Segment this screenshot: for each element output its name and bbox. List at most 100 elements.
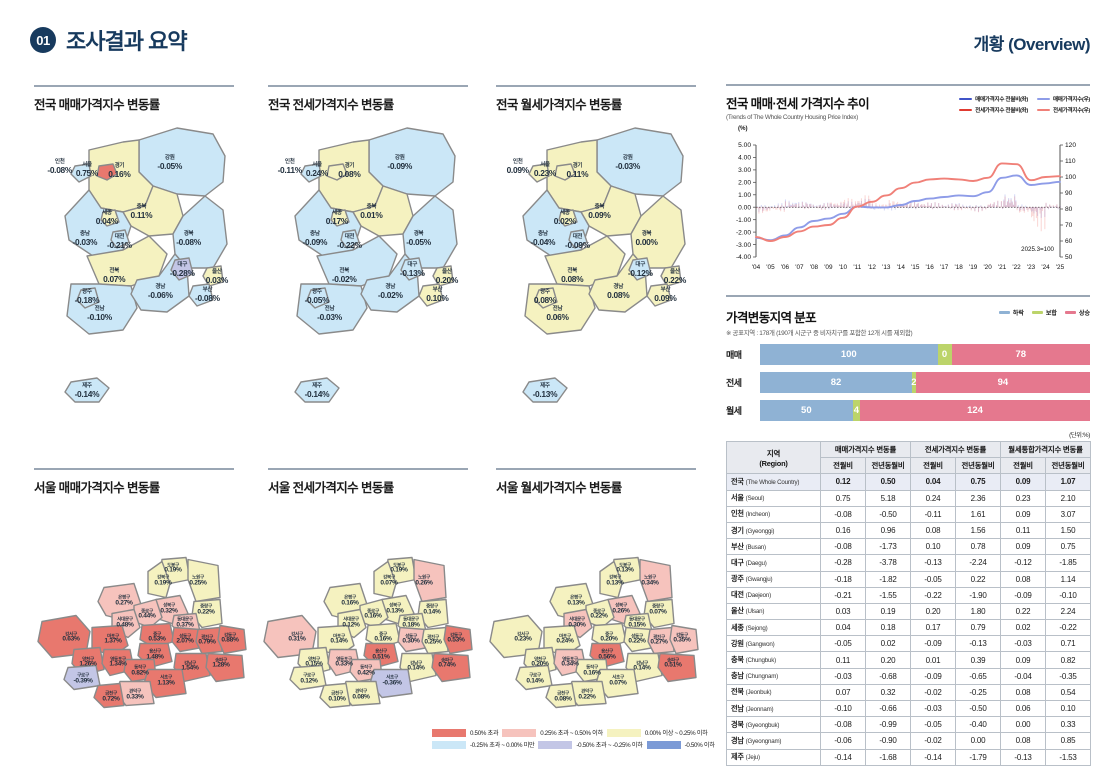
map-nation-wolse[interactable]: 강원경기충북충남경북전북전남경남제주서울인천세종대전대구울산부산광주인천0.09… bbox=[480, 120, 700, 420]
map-region-세종[interactable]: 세종 bbox=[101, 210, 119, 226]
svg-text:'18: '18 bbox=[954, 264, 963, 271]
region-kr: 광주 bbox=[731, 574, 744, 583]
map-region-부산[interactable]: 부산 bbox=[189, 284, 213, 306]
map-region-세종[interactable]: 세종 bbox=[559, 210, 577, 226]
map-region-구로구[interactable]: 구로구 bbox=[290, 666, 326, 690]
region-kr: 세종 bbox=[731, 623, 744, 632]
map-region-부산[interactable]: 부산 bbox=[419, 284, 443, 306]
table-cell-value: -0.09 bbox=[911, 668, 956, 684]
table-cell-value: -0.02 bbox=[911, 684, 956, 700]
table-cell-value: 1.61 bbox=[956, 506, 1001, 522]
map-region-금천구[interactable]: 금천구 bbox=[320, 684, 350, 708]
map-color-legend: 0.50% 초과 0.25% 초과 ~ 0.50% 이하 0.00% 이상 ~ … bbox=[432, 728, 832, 752]
map-region-부산[interactable]: 부산 bbox=[647, 284, 671, 306]
dist-seg-up: 78 bbox=[952, 344, 1090, 365]
table-cell-value: 0.07 bbox=[821, 684, 866, 700]
map-region-구로구[interactable]: 구로구 bbox=[64, 666, 100, 690]
divider-distribution bbox=[726, 295, 1090, 297]
svg-text:'11: '11 bbox=[853, 264, 861, 271]
table-cell-value: -0.22 bbox=[911, 587, 956, 603]
table-cell-region: 충북 (Chungbuk) bbox=[727, 652, 821, 668]
map-svg: 도봉구강북구노원구은평구성북구중랑구종로구서대문구동대문구강서구마포구중구성동구… bbox=[30, 552, 255, 717]
svg-text:'16: '16 bbox=[926, 264, 935, 271]
trend-chart-svg: 5.004.003.002.001.000.00-1.00-2.00-3.00-… bbox=[726, 133, 1090, 293]
map-region-강동구[interactable]: 강동구 bbox=[670, 626, 698, 654]
table-cell-value: -0.99 bbox=[866, 717, 911, 733]
map-region-인천[interactable]: 인천 bbox=[529, 164, 549, 182]
table-cell-value: 1.50 bbox=[1046, 522, 1091, 538]
map-region-송파구[interactable]: 송파구 bbox=[658, 654, 696, 682]
dist-seg-flat: 0 bbox=[938, 344, 952, 365]
table-cell-value: -0.68 bbox=[866, 668, 911, 684]
map-region-전남[interactable]: 전남 bbox=[297, 284, 367, 334]
map-region-금천구[interactable]: 금천구 bbox=[94, 684, 124, 708]
map-region-구로구[interactable]: 구로구 bbox=[516, 666, 552, 690]
legend-swatch-1 bbox=[502, 729, 536, 737]
map-region-울산[interactable]: 울산 bbox=[661, 266, 681, 286]
table-cell-value: -0.05 bbox=[911, 571, 956, 587]
svg-text:'19: '19 bbox=[969, 264, 978, 271]
dist-seg-flat: 4 bbox=[853, 400, 860, 421]
map-region-제주[interactable]: 제주 bbox=[65, 378, 109, 402]
panel-title-nation-wolse: 전국 월세가격지수 변동률 bbox=[496, 94, 696, 113]
map-region-전남[interactable]: 전남 bbox=[525, 284, 595, 334]
region-kr: 충남 bbox=[731, 671, 744, 680]
region-en: (Chungbuk) bbox=[746, 657, 776, 664]
map-region-노원구[interactable]: 노원구 bbox=[188, 560, 220, 602]
svg-text:'10: '10 bbox=[839, 264, 848, 271]
map-seoul-sale[interactable]: 도봉구강북구노원구은평구성북구중랑구종로구서대문구동대문구강서구마포구중구성동구… bbox=[30, 552, 255, 717]
map-nation-jeonse[interactable]: 강원경기충북충남경북전북전남경남제주서울인천세종대전대구울산부산광주인천-0.1… bbox=[252, 120, 472, 420]
map-region-노원구[interactable]: 노원구 bbox=[640, 560, 672, 602]
map-region-인천[interactable]: 인천 bbox=[301, 164, 321, 182]
map-nation-sale[interactable]: 강원경기충북충남경북전북전남경남제주서울인천세종대전대구울산부산광주인천-0.0… bbox=[22, 120, 242, 420]
legend-row-positive: 0.50% 초과 0.25% 초과 ~ 0.50% 이하 0.00% 이상 ~ … bbox=[432, 728, 832, 737]
svg-text:'20: '20 bbox=[983, 264, 992, 271]
th-group-wolse: 월세통합가격지수 변동률 bbox=[1001, 442, 1091, 458]
region-en: (Seoul) bbox=[746, 495, 765, 502]
map-region-인천[interactable]: 인천 bbox=[71, 164, 91, 182]
map-seoul-wolse[interactable]: 도봉구강북구노원구은평구성북구중랑구종로구서대문구동대문구강서구마포구중구성동구… bbox=[482, 552, 707, 717]
table-cell-value: 0.12 bbox=[821, 474, 866, 490]
svg-text:'06: '06 bbox=[781, 264, 790, 271]
table-cell-region: 전국 (The Whole Country) bbox=[727, 474, 821, 490]
map-seoul-jeonse[interactable]: 도봉구강북구노원구은평구성북구중랑구종로구서대문구동대문구강서구마포구중구성동구… bbox=[256, 552, 481, 717]
svg-text:-4.00: -4.00 bbox=[736, 254, 751, 261]
map-svg: 도봉구강북구노원구은평구성북구중랑구종로구서대문구동대문구강서구마포구중구성동구… bbox=[256, 552, 481, 717]
table-cell-value: -0.05 bbox=[821, 636, 866, 652]
map-region-울산[interactable]: 울산 bbox=[203, 266, 223, 286]
section-number-badge: 01 bbox=[30, 27, 56, 53]
distribution-note: ※ 공표지역 : 178개 (190개 시군구 중 비자치구를 포함한 12개 … bbox=[726, 328, 1090, 337]
map-region-세종[interactable]: 세종 bbox=[331, 210, 349, 226]
page-header: 01 조사결과 요약 bbox=[30, 24, 187, 56]
table-cell-value: 0.02 bbox=[1001, 620, 1046, 636]
region-kr: 울산 bbox=[731, 606, 744, 615]
map-region-제주[interactable]: 제주 bbox=[295, 378, 339, 402]
legend-swatch-0 bbox=[432, 729, 466, 737]
distribution-section: 가격변동지역 분포 ※ 공표지역 : 178개 (190개 시군구 중 비자치구… bbox=[726, 307, 1090, 421]
table-cell-value: -0.28 bbox=[821, 555, 866, 571]
region-en: (The Whole Country) bbox=[746, 479, 800, 486]
dist-swatch-flat bbox=[1032, 311, 1043, 314]
table-cell-value: 1.14 bbox=[1046, 571, 1091, 587]
overview-label: 개황 (Overview) bbox=[974, 30, 1090, 55]
map-region-노원구[interactable]: 노원구 bbox=[414, 560, 446, 602]
map-region-전남[interactable]: 전남 bbox=[67, 284, 137, 334]
table-row: 대구 (Daegu)-0.28-3.78-0.13-2.24-0.12-1.85 bbox=[727, 555, 1091, 571]
map-region-강동구[interactable]: 강동구 bbox=[218, 626, 246, 654]
dist-seg-down: 82 bbox=[760, 372, 912, 393]
dist-legend-flat: 보합 bbox=[1032, 308, 1057, 317]
map-region-송파구[interactable]: 송파구 bbox=[432, 654, 470, 682]
legend-label-jeonse-idx: 전세가격지수(우) bbox=[1053, 106, 1090, 114]
panel-title-seoul-jeonse: 서울 전세가격지수 변동률 bbox=[268, 477, 468, 496]
legend-row-negative: -0.25% 초과 ~ 0.00% 미만 -0.50% 초과 ~ -0.25% … bbox=[432, 740, 832, 749]
table-cell-value: 0.22 bbox=[956, 571, 1001, 587]
map-region-송파구[interactable]: 송파구 bbox=[206, 654, 244, 682]
region-index-table: 지역 (Region) 매매가격지수 변동률 전세가격지수 변동률 월세통합가격… bbox=[726, 441, 1091, 766]
map-region-울산[interactable]: 울산 bbox=[433, 266, 453, 286]
map-region-금천구[interactable]: 금천구 bbox=[546, 684, 576, 708]
map-region-제주[interactable]: 제주 bbox=[523, 378, 567, 402]
legend-item-sale-mom: 매매가격지수 전월비(좌) bbox=[959, 95, 1028, 103]
map-region-강동구[interactable]: 강동구 bbox=[444, 626, 472, 654]
th-wolse-yoy: 전년동월비 bbox=[1046, 458, 1091, 474]
